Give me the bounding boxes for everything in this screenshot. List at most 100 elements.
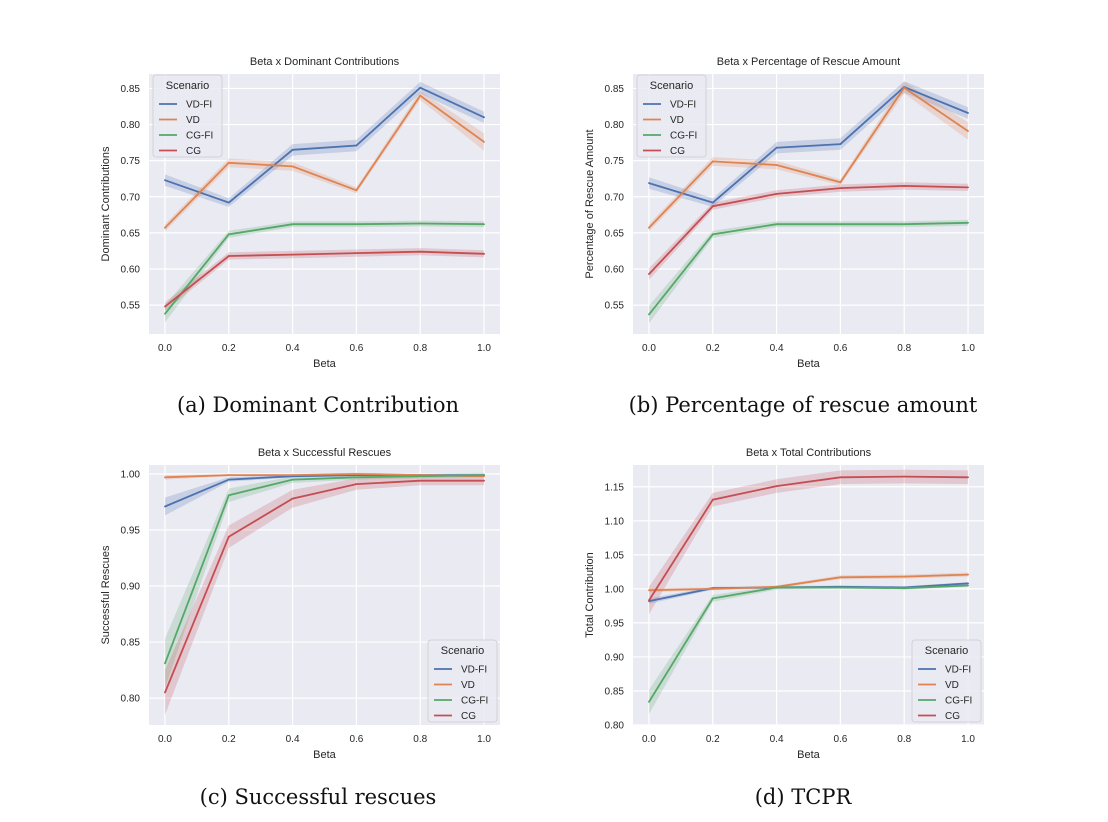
y-tick-label: 0.80 — [121, 120, 141, 131]
figure-caption: (b) Percentage of rescue amount — [629, 393, 978, 417]
data-point — [291, 148, 294, 151]
data-point — [967, 130, 969, 132]
confidence-band-cg — [649, 182, 968, 280]
data-point — [967, 573, 969, 576]
legend-entry: VD-FI — [945, 665, 971, 676]
data-point — [711, 233, 714, 236]
data-point — [711, 160, 714, 163]
x-tick-label: 0.0 — [158, 734, 172, 745]
y-tick-label: 1.10 — [605, 516, 625, 527]
data-point — [711, 201, 714, 204]
data-point — [164, 505, 166, 508]
data-point — [483, 140, 485, 143]
data-point — [483, 252, 485, 255]
data-point — [164, 179, 166, 182]
series-line-cg-fi — [164, 474, 485, 664]
data-point — [227, 255, 230, 257]
y-tick-label: 0.85 — [121, 84, 141, 95]
data-point — [355, 252, 358, 255]
data-point — [648, 273, 650, 275]
data-point — [967, 582, 969, 585]
data-point — [967, 112, 969, 114]
x-tick-label: 0.2 — [706, 343, 720, 354]
data-point — [227, 478, 230, 481]
x-axis-label: Beta — [313, 358, 337, 370]
data-point — [648, 182, 650, 184]
data-point — [775, 164, 778, 166]
data-point — [839, 181, 842, 184]
data-point — [355, 189, 358, 192]
x-tick-label: 0.8 — [897, 734, 911, 745]
data-point — [419, 479, 422, 482]
y-tick-label: 0.65 — [605, 228, 625, 239]
confidence-band-vd-fi — [649, 81, 968, 207]
chart-panel-3: 0.80 0.85 0.90 0.95 1.00 1.05 1.10 1.15 0.0 0.2 0.… — [584, 447, 984, 761]
data-point — [711, 587, 714, 590]
x-tick-label: 0.6 — [833, 343, 847, 354]
data-point — [903, 587, 906, 590]
data-point — [227, 474, 230, 476]
y-axis-label: Percentage of Rescue Amount — [584, 129, 596, 278]
series-line-cg — [164, 250, 485, 308]
data-point — [648, 313, 650, 316]
legend-entry: CG — [670, 146, 685, 157]
x-tick-label: 1.0 — [961, 734, 975, 745]
y-tick-label: 0.85 — [605, 686, 625, 697]
legend-entry: VD-FI — [461, 665, 487, 676]
series-line-vd-fi — [648, 85, 969, 204]
x-tick-label: 0.2 — [222, 734, 236, 745]
data-point — [291, 474, 294, 476]
chart-panel-1: 0.55 0.60 0.65 0.70 0.75 0.80 0.85 0.0 0.2 0.4 0.6… — [584, 56, 984, 370]
data-point — [967, 476, 969, 479]
x-tick-label: 0.4 — [286, 343, 300, 354]
data-point — [648, 589, 650, 592]
data-point — [775, 586, 778, 589]
x-tick-label: 0.0 — [158, 343, 172, 354]
y-tick-label: 0.70 — [605, 192, 625, 203]
data-point — [648, 700, 650, 703]
data-point — [967, 221, 969, 224]
data-point — [419, 475, 422, 478]
data-point — [903, 223, 906, 226]
legend-entry: CG-FI — [945, 696, 972, 707]
legend-entry: CG — [945, 711, 960, 722]
data-point — [164, 691, 166, 694]
data-point — [419, 94, 422, 97]
x-axis-label: Beta — [313, 749, 337, 761]
data-point — [775, 485, 778, 487]
y-axis-label: Successful Rescues — [100, 545, 112, 645]
y-tick-label: 0.85 — [605, 84, 625, 95]
legend-title: Scenario — [441, 645, 484, 657]
series-line-cg — [648, 184, 969, 275]
legend-entry: CG-FI — [186, 131, 213, 142]
data-point — [648, 599, 650, 602]
data-point — [839, 143, 842, 145]
x-tick-label: 0.0 — [642, 734, 656, 745]
data-point — [648, 226, 650, 229]
data-point — [711, 205, 714, 208]
x-tick-label: 0.8 — [413, 343, 427, 354]
y-tick-label: 0.60 — [121, 265, 141, 276]
figure-caption: (a) Dominant Contribution — [177, 393, 459, 417]
y-tick-label: 1.15 — [605, 482, 625, 493]
data-point — [711, 498, 714, 501]
legend-entry: VD — [461, 680, 475, 691]
data-point — [839, 187, 842, 190]
y-tick-label: 0.80 — [605, 120, 625, 131]
data-point — [291, 497, 294, 500]
data-point — [903, 475, 906, 478]
data-point — [903, 575, 906, 578]
data-point — [355, 473, 358, 475]
y-tick-label: 0.60 — [605, 265, 625, 276]
data-point — [164, 305, 166, 308]
y-tick-label: 0.75 — [121, 156, 141, 167]
data-point — [483, 223, 485, 226]
x-tick-label: 0.6 — [349, 734, 363, 745]
y-axis-label: Total Contribution — [584, 552, 596, 638]
x-tick-label: 0.8 — [897, 343, 911, 354]
x-tick-label: 0.4 — [770, 343, 784, 354]
figure-caption: (c) Successful rescues — [200, 785, 437, 809]
chart-panel-2: 0.80 0.85 0.90 0.95 1.00 0.0 0.2 0.4 0.6 0.8 1.0 Be… — [100, 447, 500, 761]
y-tick-label: 0.90 — [605, 652, 625, 663]
